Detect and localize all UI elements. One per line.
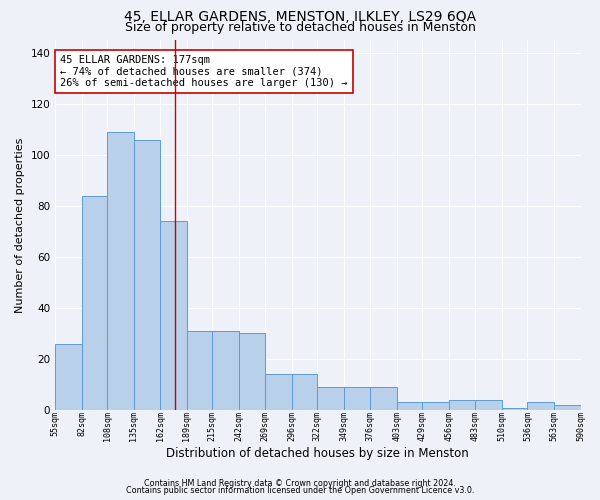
Bar <box>292 374 317 410</box>
Text: Size of property relative to detached houses in Menston: Size of property relative to detached ho… <box>125 21 475 34</box>
Bar <box>554 405 581 410</box>
Bar <box>397 402 422 410</box>
Bar <box>55 344 82 410</box>
Bar <box>239 334 265 410</box>
Bar <box>502 408 527 410</box>
Bar <box>475 400 502 410</box>
Text: 45 ELLAR GARDENS: 177sqm
← 74% of detached houses are smaller (374)
26% of semi-: 45 ELLAR GARDENS: 177sqm ← 74% of detach… <box>61 55 348 88</box>
Bar <box>344 387 370 410</box>
Bar <box>134 140 160 410</box>
Bar <box>265 374 292 410</box>
Bar <box>422 402 449 410</box>
Bar <box>107 132 134 410</box>
Bar <box>527 402 554 410</box>
Text: Contains HM Land Registry data © Crown copyright and database right 2024.: Contains HM Land Registry data © Crown c… <box>144 478 456 488</box>
Bar <box>370 387 397 410</box>
Bar <box>449 400 475 410</box>
Bar <box>82 196 107 410</box>
Y-axis label: Number of detached properties: Number of detached properties <box>15 138 25 312</box>
Bar <box>187 331 212 410</box>
Bar <box>317 387 344 410</box>
Text: Contains public sector information licensed under the Open Government Licence v3: Contains public sector information licen… <box>126 486 474 495</box>
Bar <box>160 221 187 410</box>
X-axis label: Distribution of detached houses by size in Menston: Distribution of detached houses by size … <box>166 447 469 460</box>
Text: 45, ELLAR GARDENS, MENSTON, ILKLEY, LS29 6QA: 45, ELLAR GARDENS, MENSTON, ILKLEY, LS29… <box>124 10 476 24</box>
Bar <box>212 331 239 410</box>
